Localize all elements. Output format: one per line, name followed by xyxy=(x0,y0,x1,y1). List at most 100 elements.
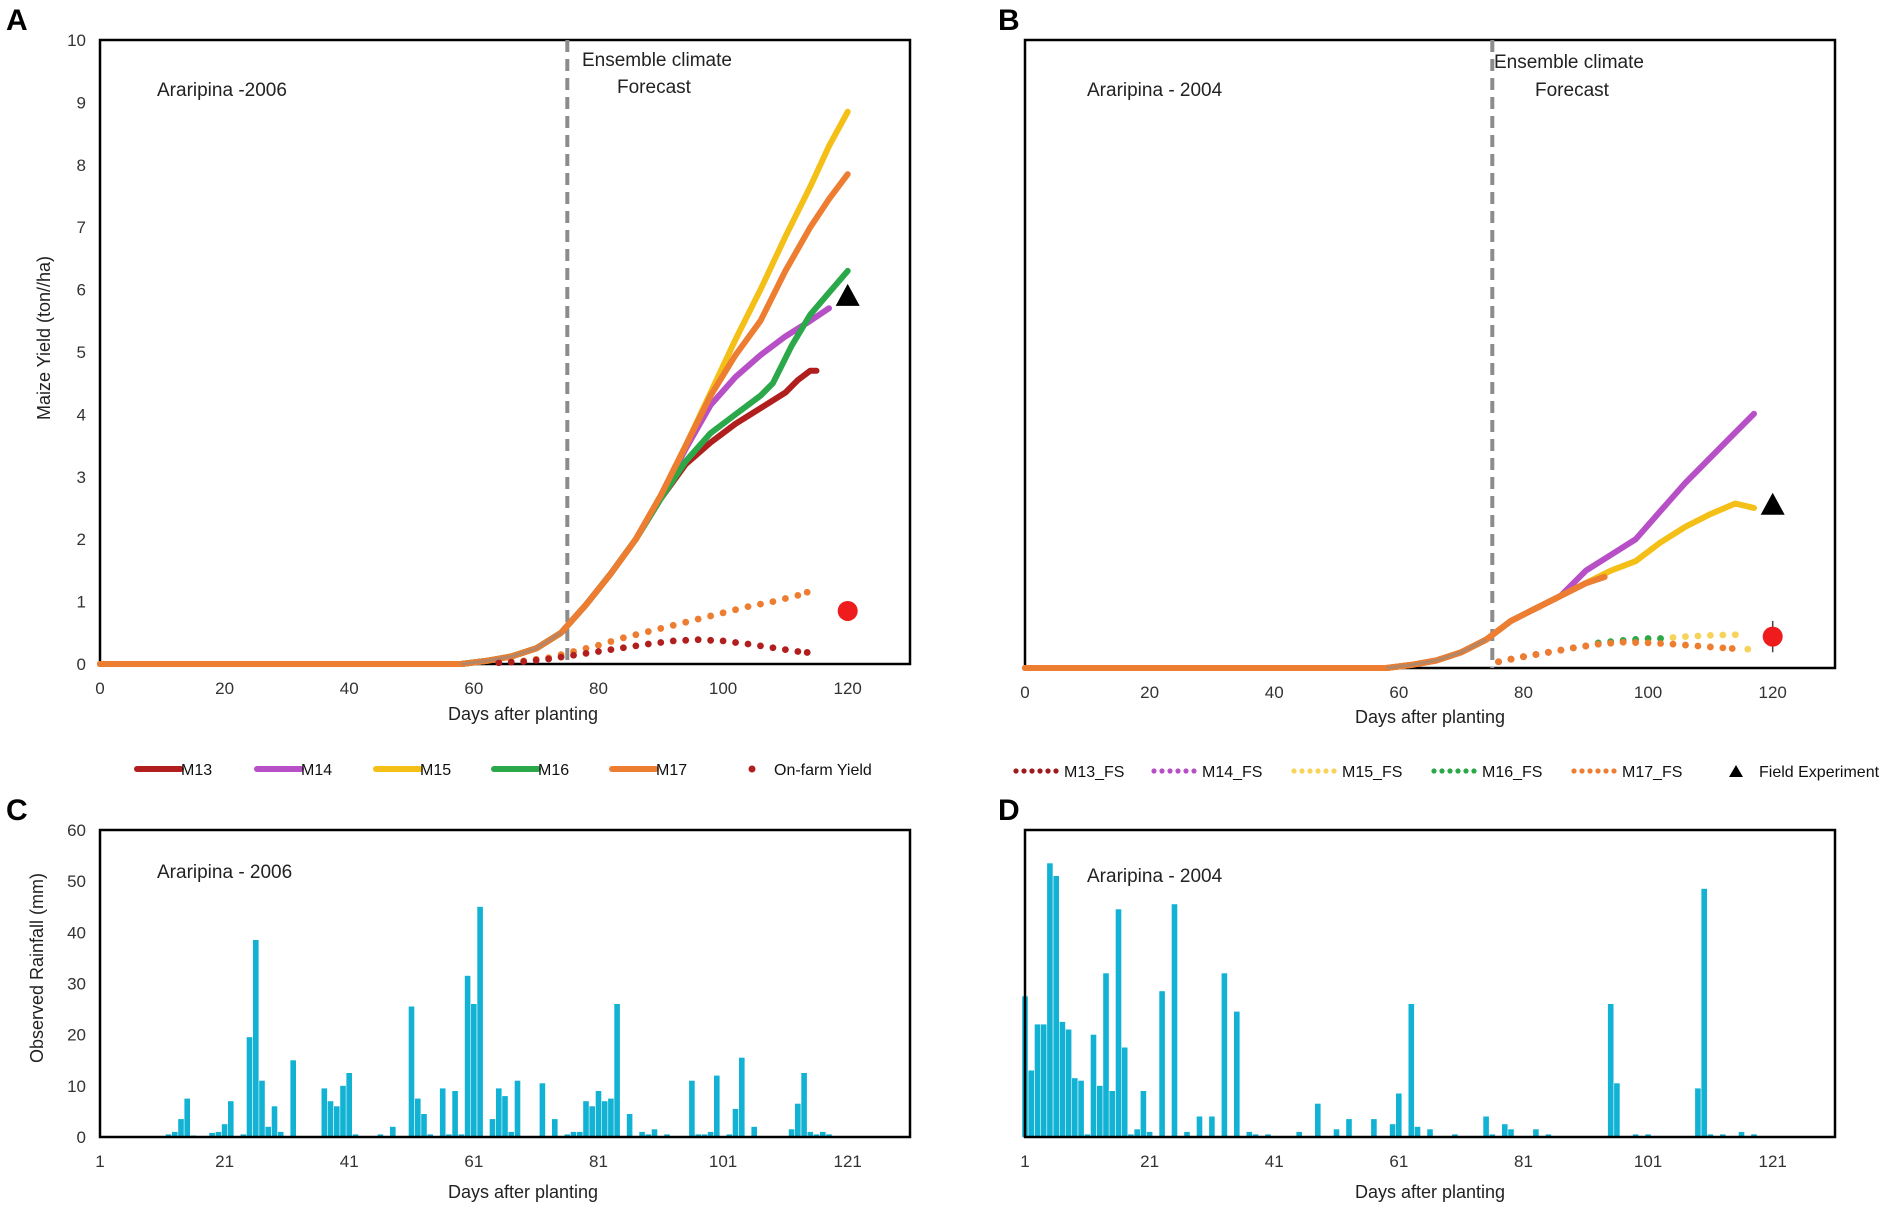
rainfall-bar xyxy=(458,1134,465,1137)
legend-item: M15 xyxy=(373,762,451,779)
rainfall-bar xyxy=(1707,1134,1714,1137)
legend-row-2: M13_FS M14_FS M15_FS M16_FS M17_FS Field Expe… xyxy=(1013,764,1880,781)
rainfall-bar xyxy=(1065,1029,1072,1137)
legend-label: M16 xyxy=(538,762,569,779)
rainfall-bar xyxy=(1196,1116,1203,1137)
legend-item: M14 xyxy=(254,762,332,779)
series-point xyxy=(632,642,640,650)
series-point xyxy=(669,621,677,629)
rainfall-bar xyxy=(464,975,471,1137)
series-point xyxy=(732,606,739,614)
y-tick-label: 60 xyxy=(67,821,86,840)
x-tick-label: 40 xyxy=(340,679,359,698)
rainfall-bar xyxy=(583,1101,589,1137)
rainfall-bar xyxy=(1146,1131,1153,1137)
legend-label: M16_FS xyxy=(1482,764,1542,781)
rainfall-bar xyxy=(1389,1124,1396,1137)
legend-swatch-dot xyxy=(1315,768,1321,774)
rainfall-bar xyxy=(1408,1004,1415,1137)
rainfall-bar xyxy=(788,1129,795,1137)
series-point xyxy=(657,625,665,632)
series-point xyxy=(682,636,690,644)
x-tick-label: 20 xyxy=(1140,683,1159,702)
series-point xyxy=(607,638,615,645)
rainfall-bar xyxy=(1171,904,1178,1137)
series-dots-m13-fs xyxy=(1495,637,1640,666)
series-point xyxy=(1682,633,1689,640)
chart-a-annotation-line2: Forecast xyxy=(617,77,692,98)
on-farm-observed-point xyxy=(837,600,858,621)
rainfall-bar xyxy=(1483,1116,1489,1137)
rainfall-bar xyxy=(452,1091,458,1137)
rainfall-bar xyxy=(1034,1024,1041,1137)
field-experiment-marker xyxy=(835,283,860,306)
series-point xyxy=(557,653,565,661)
plot-frame xyxy=(98,828,912,1139)
series-point xyxy=(1594,640,1602,648)
y-tick-label: 3 xyxy=(77,468,86,487)
legend-swatch-dot xyxy=(1611,768,1617,774)
series-point xyxy=(657,639,665,646)
y-tick-label: 30 xyxy=(67,975,86,994)
rainfall-bar xyxy=(439,1088,446,1137)
y-tick-label: 0 xyxy=(77,655,86,674)
rainfall-bar xyxy=(1333,1129,1340,1137)
legend-swatch-dot xyxy=(1191,768,1197,774)
rainfall-bar xyxy=(253,940,259,1137)
x-tick-label: 80 xyxy=(589,679,608,698)
series-point xyxy=(545,655,553,663)
rainfall-bar xyxy=(246,1037,253,1137)
legend-swatch-dot xyxy=(1439,768,1445,774)
rainfall-bar xyxy=(1371,1119,1377,1137)
legend-label: On-farm Yield xyxy=(774,762,872,779)
x-tick-label: 121 xyxy=(1759,1152,1787,1171)
series-dots-m15-fs xyxy=(495,588,811,667)
rainfall-bar xyxy=(1234,1011,1240,1137)
series-point xyxy=(1706,631,1714,639)
rainfall-bar xyxy=(427,1134,433,1137)
rainfall-bar xyxy=(496,1088,502,1137)
legend-swatch-triangle xyxy=(1729,765,1743,777)
rainfall-bar xyxy=(471,1004,477,1137)
y-tick-label: 50 xyxy=(67,872,86,891)
rainfall-bar xyxy=(477,906,483,1138)
plot-frame xyxy=(1023,38,1837,670)
y-tick-label: 2 xyxy=(77,530,86,549)
rainfall-bar xyxy=(1632,1134,1639,1137)
rainfall-bar xyxy=(614,1004,620,1137)
legend-swatch-dot xyxy=(1291,768,1297,774)
x-tick-label: 101 xyxy=(709,1152,737,1171)
x-tick-label: 40 xyxy=(1265,683,1284,702)
chart-b-annotation-line1: Ensemble climate xyxy=(1494,52,1644,73)
series-point xyxy=(1694,642,1702,650)
y-tick-label: 4 xyxy=(77,405,86,424)
rainfall-bar xyxy=(1265,1134,1271,1137)
y-tick-label: 6 xyxy=(77,281,86,300)
plot-frame xyxy=(1023,828,1837,1139)
series-line-m13 xyxy=(97,367,820,667)
rainfall-bar xyxy=(1427,1129,1433,1137)
legend-swatch-dot xyxy=(1151,768,1157,774)
x-tick-label: 21 xyxy=(215,1152,234,1171)
series-point xyxy=(1544,648,1552,656)
legend-swatch-dot xyxy=(1463,768,1469,774)
rainfall-bar xyxy=(701,1134,708,1137)
rainfall-bar xyxy=(327,1101,334,1137)
rainfall-bar xyxy=(664,1134,670,1137)
x-tick-label: 61 xyxy=(1389,1152,1408,1171)
rainfall-bar xyxy=(739,1057,745,1137)
rainfall-bar xyxy=(514,1080,521,1137)
series-point xyxy=(644,628,652,635)
legend-swatch-dot xyxy=(1571,768,1577,774)
rainfall-bar xyxy=(608,1098,614,1137)
rainfall-bar xyxy=(1346,1119,1352,1137)
y-tick-label: 0 xyxy=(77,1128,86,1147)
rainfall-bar xyxy=(1053,876,1059,1137)
series-point xyxy=(632,631,640,639)
legend-item: M16_FS xyxy=(1431,764,1542,781)
rainfall-bar xyxy=(826,1134,832,1137)
rainfall-bar xyxy=(601,1101,608,1137)
series-point xyxy=(495,659,503,667)
rainfall-bar xyxy=(1296,1131,1302,1137)
